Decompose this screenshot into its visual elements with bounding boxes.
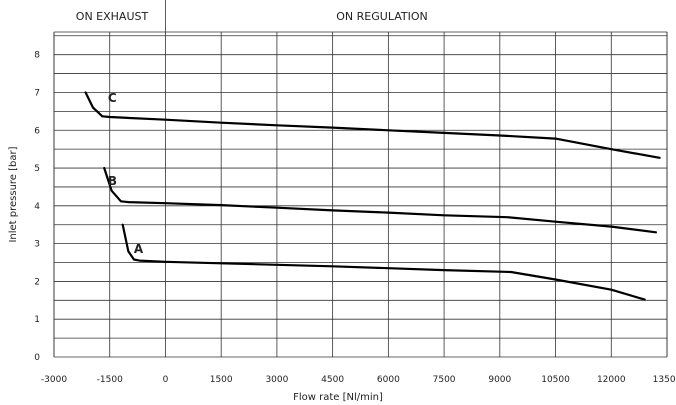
horizontal-gridlines — [54, 31, 667, 358]
vertical-gridlines — [53, 0, 668, 357]
curve-b — [103, 166, 657, 234]
x-tick-label: 13500 — [653, 375, 676, 385]
y-tick-label: 3 — [34, 240, 40, 250]
y-tick-label: 8 — [34, 51, 40, 61]
y-tick-label: 1 — [34, 315, 40, 325]
y-tick-label: 5 — [34, 164, 40, 174]
x-tick-label: 7500 — [433, 375, 456, 385]
curve-a — [121, 223, 646, 301]
x-tick-labels: -3000 -1500 0 1500 3000 4500 6000 7500 9000 10500… — [41, 375, 676, 385]
y-tick-label: 4 — [34, 202, 40, 212]
x-tick-label: 1500 — [210, 375, 233, 385]
x-axis-title: Flow rate [Nl/min] — [293, 392, 383, 403]
region-label-on-regulation: ON REGULATION — [336, 10, 427, 23]
y-tick-label: 0 — [34, 353, 40, 363]
y-tick-label: 7 — [34, 88, 40, 98]
curve-label-b: B — [108, 174, 117, 188]
x-tick-label: 12000 — [597, 375, 626, 385]
x-tick-label: 10500 — [541, 375, 570, 385]
x-tick-label: 9000 — [488, 375, 511, 385]
region-label-on-exhaust: ON EXHAUST — [76, 10, 149, 23]
x-tick-label: -3000 — [41, 375, 67, 385]
x-tick-label: 4500 — [321, 375, 344, 385]
curve-label-c: C — [108, 91, 117, 105]
y-axis-title: Inlet pressure [bar] — [8, 146, 19, 242]
x-tick-label: 3000 — [265, 375, 288, 385]
y-tick-labels: 0 1 2 3 4 5 6 7 8 — [34, 51, 40, 363]
y-tick-label: 6 — [34, 126, 40, 136]
x-tick-label: -1500 — [97, 375, 123, 385]
y-tick-label: 2 — [34, 277, 40, 287]
curves — [84, 91, 661, 301]
curve-labels: C B A — [108, 91, 144, 256]
x-tick-label: 0 — [163, 375, 169, 385]
curve-label-a: A — [134, 242, 144, 256]
x-tick-label: 6000 — [377, 375, 400, 385]
curve-c — [84, 91, 661, 159]
